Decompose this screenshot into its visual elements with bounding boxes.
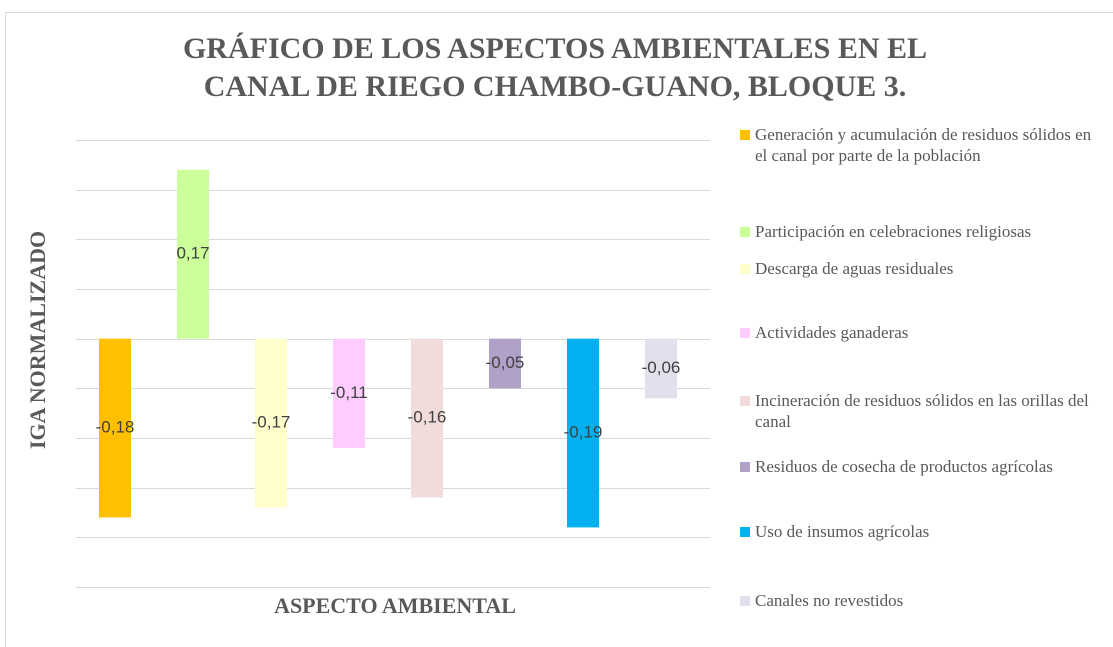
- data-label: -0,16: [408, 408, 447, 427]
- legend-swatch: [740, 596, 750, 606]
- bar: [99, 338, 131, 518]
- legend-label: Incineración de residuos sólidos en las …: [755, 391, 1089, 431]
- legend-label: Participación en celebraciones religiosa…: [755, 222, 1032, 241]
- legend-item: Descarga de aguas residuales: [740, 258, 1105, 279]
- bar: [177, 169, 209, 339]
- bar: [255, 338, 287, 508]
- y-axis-label: IGA NORMALIZADO: [25, 231, 50, 449]
- legend-label: Descarga de aguas residuales: [755, 259, 954, 278]
- bar: [333, 338, 365, 448]
- data-label: -0,06: [642, 358, 681, 377]
- chart-title: GRÁFICO DE LOS ASPECTOS AMBIENTALES EN E…: [182, 32, 928, 103]
- bar: [411, 338, 443, 498]
- legend-label: Canales no revestidos: [755, 591, 904, 610]
- legend-item: Actividades ganaderas: [740, 322, 1105, 343]
- data-label: 0,17: [176, 244, 209, 263]
- legend-swatch: [740, 396, 750, 406]
- legend-item: Uso de insumos agrícolas: [740, 521, 1105, 542]
- bar: [489, 338, 521, 389]
- bar: [645, 338, 677, 399]
- legend-item: Canales no revestidos: [740, 590, 1105, 611]
- legend-swatch: [740, 264, 750, 274]
- legend-swatch: [740, 130, 750, 140]
- data-label: -0,19: [564, 423, 603, 442]
- legend-item: Residuos de cosecha de productos agrícol…: [740, 456, 1105, 477]
- bar: [567, 338, 599, 528]
- legend-item: Generación y acumulación de residuos sól…: [740, 124, 1105, 166]
- x-axis-label: ASPECTO AMBIENTAL: [274, 593, 516, 618]
- legend-label: Actividades ganaderas: [755, 323, 909, 342]
- legend-swatch: [740, 227, 750, 237]
- legend-label: Residuos de cosecha de productos agrícol…: [755, 457, 1053, 476]
- legend-label: Generación y acumulación de residuos sól…: [755, 125, 1092, 165]
- legend-item: Participación en celebraciones religiosa…: [740, 221, 1105, 242]
- data-label: -0,17: [252, 413, 291, 432]
- data-label: -0,11: [330, 383, 368, 402]
- data-label: -0,05: [486, 353, 525, 372]
- legend-item: Incineración de residuos sólidos en las …: [740, 390, 1105, 432]
- data-label: -0,18: [96, 418, 135, 437]
- legend-swatch: [740, 527, 750, 537]
- chart-border: [5, 12, 1113, 647]
- legend-swatch: [740, 462, 750, 472]
- legend-label: Uso de insumos agrícolas: [755, 522, 930, 541]
- legend-swatch: [740, 328, 750, 338]
